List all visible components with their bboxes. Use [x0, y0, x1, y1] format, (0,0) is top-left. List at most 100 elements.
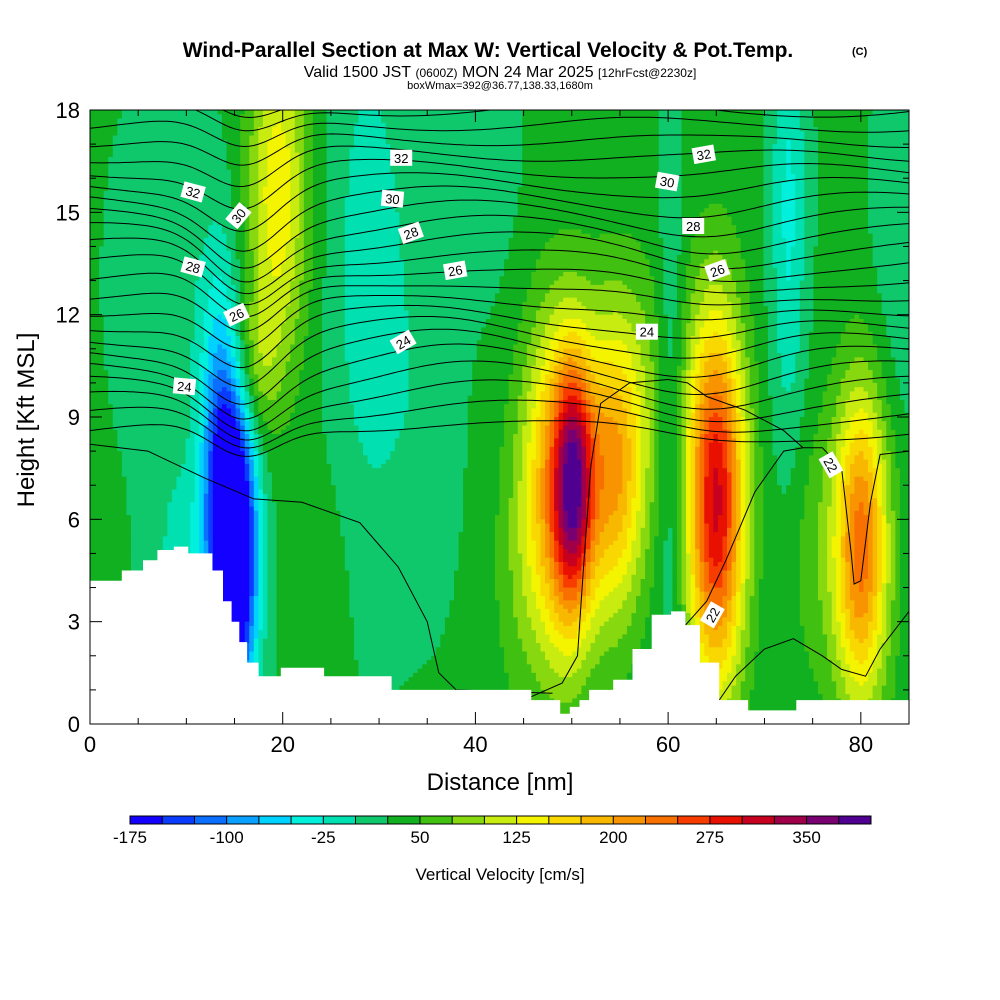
velocity-cell [90, 199, 105, 205]
velocity-cell [526, 459, 532, 465]
velocity-cell [749, 459, 755, 465]
velocity-cell [203, 340, 209, 346]
velocity-cell [90, 182, 109, 188]
velocity-cell [208, 476, 214, 482]
velocity-cell [686, 331, 696, 337]
velocity-cell [567, 519, 578, 525]
velocity-cell [708, 468, 714, 474]
velocity-cell [294, 242, 305, 248]
velocity-cell [244, 110, 255, 115]
velocity-cell [90, 446, 118, 452]
velocity-cell [199, 353, 209, 358]
velocity-cell [740, 476, 746, 482]
velocity-cell [836, 523, 842, 529]
velocity-cell [326, 169, 350, 175]
velocity-cell [281, 267, 296, 273]
velocity-cell [799, 301, 815, 307]
velocity-cell [549, 412, 555, 418]
velocity-cell [740, 237, 764, 243]
velocity-cell [636, 493, 642, 499]
velocity-cell [231, 280, 241, 286]
velocity-cell [326, 254, 346, 260]
velocity-cell [595, 536, 601, 542]
velocity-cell [676, 544, 683, 550]
velocity-cell [90, 131, 118, 137]
velocity-cell [312, 212, 328, 218]
velocity-cell [199, 417, 205, 422]
velocity-cell [872, 506, 878, 512]
velocity-cell [667, 527, 673, 533]
velocity-cell [349, 365, 410, 371]
velocity-cell [690, 549, 696, 555]
velocity-cell [699, 404, 710, 410]
velocity-cell [545, 527, 551, 533]
velocity-cell [244, 446, 250, 452]
velocity-cell [681, 498, 687, 503]
velocity-cell [722, 254, 742, 260]
velocity-cell [130, 527, 168, 533]
velocity-cell [645, 510, 651, 516]
velocity-cell [303, 344, 323, 350]
velocity-cell [231, 182, 241, 188]
velocity-cell [699, 382, 705, 388]
velocity-cell [535, 549, 542, 555]
velocity-cell [312, 246, 328, 252]
velocity-cell [763, 144, 774, 149]
velocity-cell [640, 306, 655, 311]
velocity-cell [499, 446, 514, 452]
velocity-cell [763, 139, 778, 145]
velocity-cell [804, 399, 824, 405]
velocity-cell [267, 203, 291, 209]
velocity-cell [258, 148, 269, 154]
velocity-cell [190, 357, 200, 363]
velocity-cell [595, 502, 601, 508]
velocity-cell [781, 485, 787, 491]
velocity-cell [203, 446, 209, 452]
velocity-cell [244, 242, 250, 248]
velocity-cell [240, 370, 246, 375]
velocity-cell [704, 451, 710, 456]
velocity-cell [262, 357, 273, 363]
velocity-cell [818, 186, 869, 192]
velocity-cell [217, 344, 223, 350]
velocity-cell [212, 489, 250, 495]
velocity-cell [281, 323, 296, 329]
velocity-cell [103, 348, 191, 354]
velocity-cell [558, 463, 564, 469]
velocity-cell [517, 404, 528, 410]
velocity-cell [695, 510, 701, 516]
velocity-cell [804, 276, 815, 282]
velocity-cell [240, 152, 250, 158]
velocity-cell [658, 417, 678, 422]
velocity-cell [695, 434, 701, 439]
velocity-cell [508, 237, 551, 243]
velocity-cell [208, 225, 223, 230]
velocity-cell [727, 348, 737, 354]
velocity-cell [727, 434, 733, 439]
velocity-cell [681, 425, 687, 431]
velocity-cell [476, 353, 514, 358]
velocity-cell [890, 472, 901, 478]
velocity-cell [845, 323, 869, 329]
velocity-cell [881, 361, 896, 367]
velocity-cell [535, 404, 542, 410]
velocity-cell [262, 532, 269, 537]
velocity-cell [808, 480, 824, 486]
velocity-cell [727, 212, 764, 218]
velocity-cell [203, 459, 209, 465]
velocity-cell [731, 357, 737, 363]
velocity-cell [681, 404, 687, 410]
velocity-cell [217, 412, 232, 418]
velocity-cell [854, 544, 869, 550]
velocity-cell [199, 361, 209, 367]
velocity-cell [686, 489, 692, 495]
velocity-cell [704, 536, 710, 542]
velocity-cell [563, 408, 569, 414]
velocity-cell [299, 233, 305, 239]
velocity-cell [727, 463, 733, 469]
velocity-cell [249, 144, 259, 149]
velocity-cell [831, 544, 842, 550]
velocity-cell [840, 391, 851, 397]
velocity-cell [754, 468, 764, 474]
velocity-cell [681, 536, 687, 542]
